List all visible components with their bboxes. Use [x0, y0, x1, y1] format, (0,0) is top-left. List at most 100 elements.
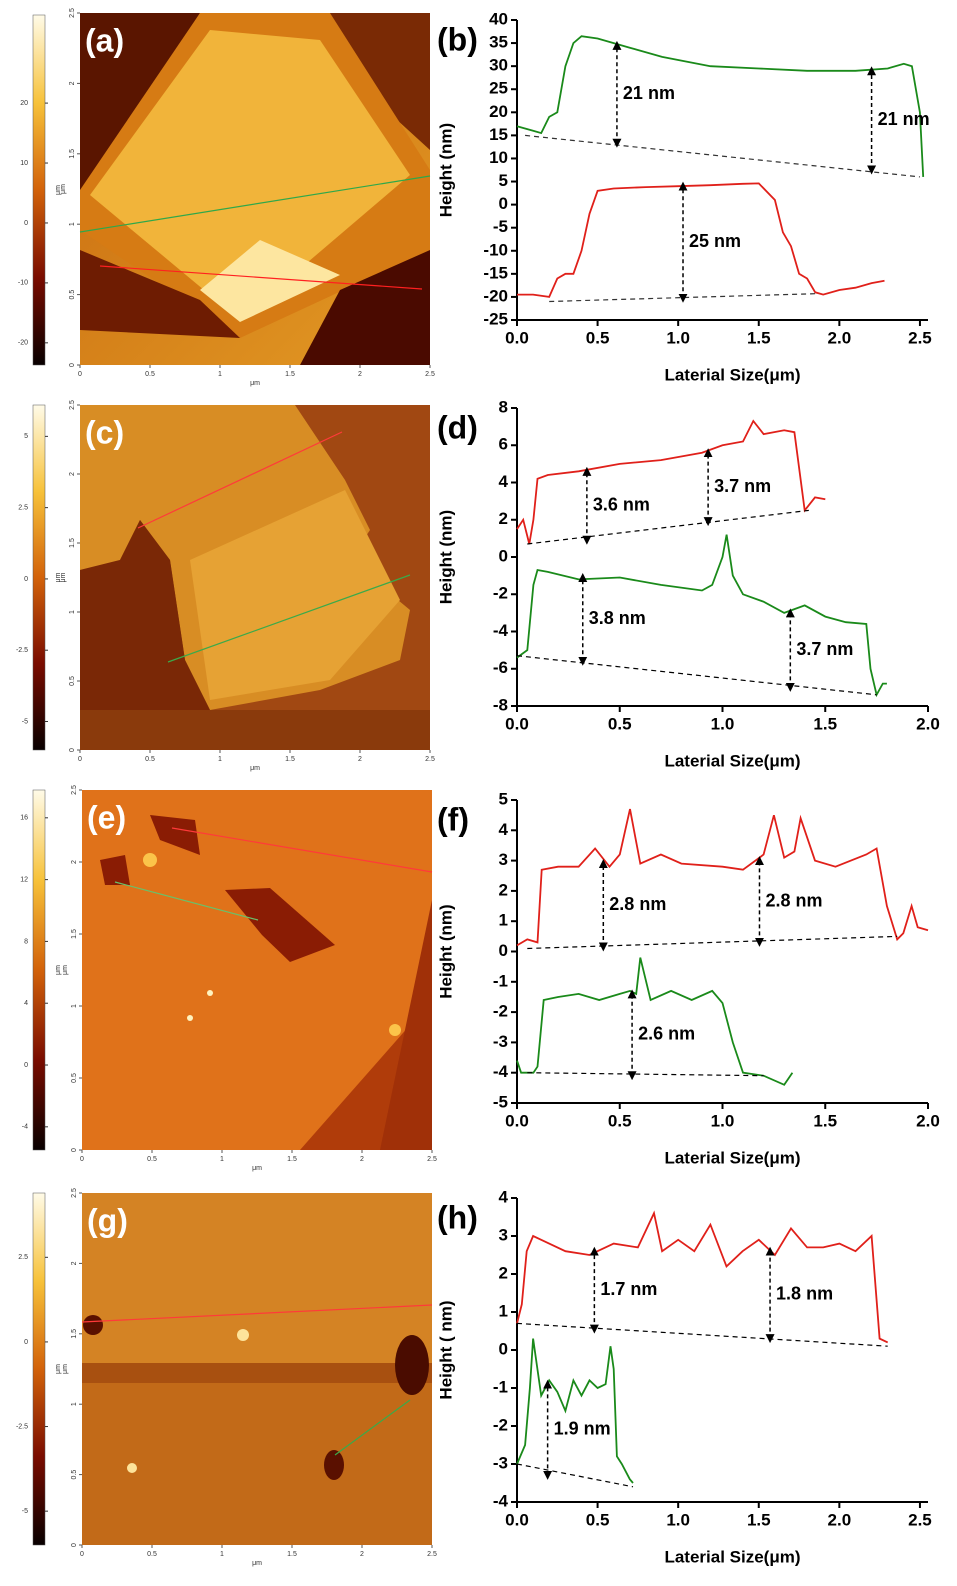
- x-tick-label: 1.0: [666, 1510, 690, 1529]
- image-x-tick-label: 1: [218, 756, 222, 763]
- image-x-tick-label: 0: [78, 756, 82, 763]
- x-tick-label: 1.5: [813, 714, 837, 733]
- y-tick-label: 10: [489, 148, 508, 167]
- panel-label: (h): [437, 1199, 478, 1235]
- y-axis-label: Height (nm): [436, 123, 455, 217]
- y-tick-label: -6: [493, 658, 508, 677]
- y-tick-label: 2: [499, 509, 508, 528]
- profile-line: [517, 421, 825, 544]
- image-x-tick-label: 1.5: [285, 371, 295, 378]
- colorbar-tick-label: -5: [22, 1508, 28, 1515]
- image-y-tick-label: 1.5: [69, 538, 76, 548]
- colorbar-unit: μm: [55, 965, 62, 975]
- y-tick-label: 40: [489, 9, 508, 28]
- baseline: [527, 1073, 763, 1076]
- panel-label: (d): [437, 409, 478, 445]
- y-tick-label: 5: [499, 171, 508, 190]
- figure: (a)20100-10-20μm000.50.5111.51.5222.52.5…: [0, 0, 957, 1586]
- image-x-tick-label: 2.5: [425, 371, 435, 378]
- x-tick-label: 1.5: [747, 1510, 771, 1529]
- y-tick-label: 5: [499, 789, 508, 808]
- image-x-tick-label: 0.5: [145, 371, 155, 378]
- image-x-tick-label: 1.5: [287, 1156, 297, 1163]
- image-x-tick-label: 1: [220, 1156, 224, 1163]
- profile-line: [517, 535, 887, 695]
- annotation: 1.9 nm: [554, 1419, 611, 1439]
- image-x-tick-label: 2: [358, 756, 362, 763]
- y-tick-label: -2: [493, 584, 508, 603]
- colorbar-tick-label: 8: [24, 938, 28, 945]
- image-y-tick-label: 1.5: [71, 929, 78, 939]
- colorbar-tick-label: -2.5: [16, 647, 28, 654]
- y-tick-label: -1: [493, 1377, 508, 1396]
- image-y-tick-label: 2: [71, 1261, 78, 1265]
- image-x-tick-label: 0: [80, 1156, 84, 1163]
- image-y-tick-label: 2.5: [69, 400, 76, 410]
- image-x-unit: μm: [252, 1560, 262, 1567]
- annotation: 1.8 nm: [776, 1284, 833, 1304]
- colorbar-tick-label: -4: [22, 1124, 28, 1131]
- afm-image-e: [82, 790, 432, 1150]
- image-x-tick-label: 1: [218, 371, 222, 378]
- profile-line: [517, 809, 928, 945]
- afm-image-a: [80, 13, 430, 365]
- x-tick-label: 2.0: [828, 1510, 852, 1529]
- x-axis-label: Laterial Size(μm): [664, 751, 800, 770]
- colorbar-tick-label: -10: [18, 280, 28, 287]
- image-y-tick-label: 2.5: [71, 785, 78, 795]
- panel-label: (b): [437, 21, 478, 57]
- colorbar: [33, 1193, 45, 1545]
- image-x-tick-label: 0: [78, 371, 82, 378]
- colorbar-tick-label: 5: [24, 433, 28, 440]
- annotation: 25 nm: [689, 231, 741, 251]
- annotation: 21 nm: [878, 109, 930, 129]
- y-tick-label: 1: [499, 1301, 508, 1320]
- colorbar-tick-label: 0: [24, 1062, 28, 1069]
- image-x-unit: μm: [250, 765, 260, 772]
- image-y-unit: μm: [62, 1364, 69, 1374]
- x-tick-label: 2.5: [908, 1510, 932, 1529]
- x-tick-label: 0.0: [505, 1111, 529, 1130]
- panel-label: (c): [85, 414, 124, 450]
- y-tick-label: 20: [489, 102, 508, 121]
- x-tick-label: 2.0: [916, 1111, 940, 1130]
- x-tick-label: 1.0: [666, 328, 690, 347]
- colorbar-tick-label: -20: [18, 340, 28, 347]
- annotation: 2.8 nm: [609, 894, 666, 914]
- colorbar-tick-label: 4: [24, 1000, 28, 1007]
- image-y-tick-label: 0.5: [71, 1073, 78, 1083]
- x-tick-label: 0.0: [505, 328, 529, 347]
- baseline: [517, 656, 877, 695]
- image-x-tick-label: 0.5: [145, 756, 155, 763]
- x-tick-label: 0.0: [505, 714, 529, 733]
- x-tick-label: 1.5: [747, 328, 771, 347]
- image-x-tick-label: 2: [360, 1551, 364, 1558]
- profile-line: [517, 1213, 888, 1342]
- image-x-tick-label: 2.5: [427, 1551, 437, 1558]
- image-y-tick-label: 0: [69, 748, 76, 752]
- y-tick-label: 15: [489, 125, 508, 144]
- annotation: 3.7 nm: [796, 639, 853, 659]
- x-axis-label: Laterial Size(μm): [664, 1547, 800, 1566]
- y-tick-label: -4: [493, 1062, 509, 1081]
- image-y-tick-label: 2: [71, 860, 78, 864]
- x-tick-label: 0.0: [505, 1510, 529, 1529]
- image-x-tick-label: 1.5: [285, 756, 295, 763]
- y-tick-label: 8: [499, 397, 508, 416]
- y-tick-label: 0: [499, 546, 508, 565]
- x-tick-label: 2.0: [828, 328, 852, 347]
- y-tick-label: 0: [499, 1339, 508, 1358]
- afm-image-c: [80, 405, 430, 750]
- y-tick-label: -10: [483, 240, 508, 259]
- y-tick-label: -4: [493, 621, 509, 640]
- colorbar-tick-label: 20: [20, 100, 28, 107]
- y-tick-label: -20: [483, 286, 508, 305]
- y-tick-label: 0: [499, 941, 508, 960]
- y-tick-label: -1: [493, 971, 508, 990]
- image-x-tick-label: 0: [80, 1551, 84, 1558]
- profile-line: [517, 1339, 633, 1483]
- y-tick-label: 2: [499, 1263, 508, 1282]
- annotation: 2.6 nm: [638, 1024, 695, 1044]
- colorbar-tick-label: 0: [24, 220, 28, 227]
- image-x-unit: μm: [252, 1165, 262, 1172]
